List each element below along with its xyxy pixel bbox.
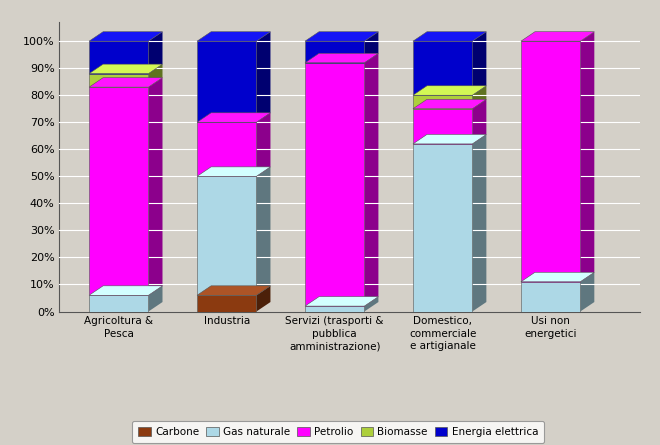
Polygon shape: [413, 134, 486, 144]
Bar: [521, 41, 580, 282]
Bar: [413, 109, 473, 144]
Bar: [89, 295, 148, 312]
Polygon shape: [580, 272, 594, 311]
Bar: [197, 176, 257, 295]
Polygon shape: [364, 297, 378, 311]
Polygon shape: [413, 86, 486, 95]
Polygon shape: [197, 167, 271, 176]
Legend: Carbone, Gas naturale, Petrolio, Biomasse, Energia elettrica: Carbone, Gas naturale, Petrolio, Biomass…: [132, 421, 544, 443]
Polygon shape: [197, 286, 271, 295]
Bar: [413, 144, 473, 312]
Polygon shape: [89, 286, 162, 295]
Polygon shape: [364, 32, 378, 63]
Bar: [89, 41, 148, 73]
Polygon shape: [305, 32, 378, 41]
Polygon shape: [257, 113, 271, 176]
Bar: [305, 306, 364, 312]
Bar: [305, 63, 364, 306]
Polygon shape: [473, 134, 486, 312]
Polygon shape: [473, 99, 486, 144]
Bar: [413, 95, 473, 109]
Polygon shape: [364, 53, 378, 306]
Polygon shape: [413, 32, 486, 41]
Polygon shape: [89, 78, 162, 87]
Bar: [413, 41, 473, 95]
Polygon shape: [197, 32, 271, 41]
Polygon shape: [257, 32, 271, 122]
Polygon shape: [257, 286, 271, 312]
Polygon shape: [148, 64, 162, 87]
Polygon shape: [305, 53, 378, 63]
Polygon shape: [148, 32, 162, 73]
Polygon shape: [473, 86, 486, 109]
Bar: [89, 87, 148, 295]
Polygon shape: [89, 32, 162, 41]
Polygon shape: [257, 167, 271, 295]
Bar: [521, 282, 580, 312]
Polygon shape: [197, 113, 271, 122]
Polygon shape: [473, 32, 486, 95]
Polygon shape: [521, 272, 594, 282]
Polygon shape: [413, 99, 486, 109]
Polygon shape: [580, 32, 594, 282]
Bar: [197, 122, 257, 176]
Bar: [197, 41, 257, 122]
Polygon shape: [521, 32, 594, 41]
Bar: [89, 73, 148, 87]
Polygon shape: [148, 286, 162, 312]
Polygon shape: [148, 78, 162, 295]
Bar: [197, 295, 257, 312]
Bar: [305, 41, 364, 63]
Polygon shape: [89, 64, 162, 73]
Polygon shape: [305, 297, 378, 306]
